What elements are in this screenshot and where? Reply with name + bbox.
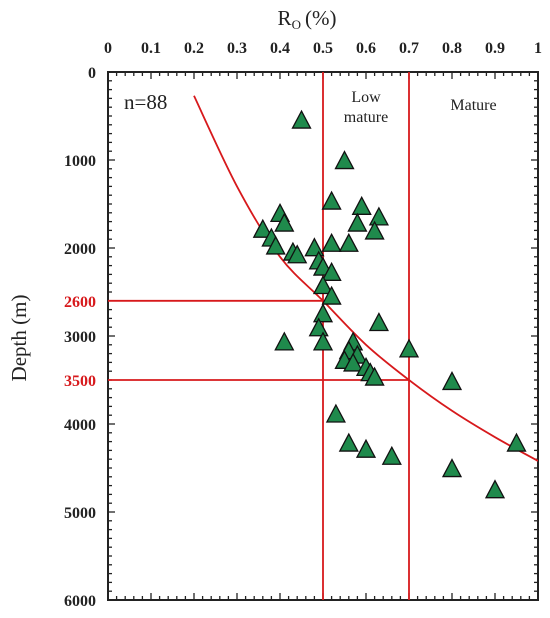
depth-marker-label: 2600 bbox=[64, 294, 96, 311]
x-tick-label: 1 bbox=[534, 40, 542, 57]
x-tick-label: 0 bbox=[104, 40, 112, 57]
data-point-triangle bbox=[338, 232, 359, 252]
x-tick-label: 0.5 bbox=[313, 40, 333, 57]
data-point-triangle bbox=[334, 150, 355, 170]
data-point-triangle bbox=[484, 479, 506, 499]
data-point-triangle bbox=[312, 275, 334, 295]
x-tick-label: 0.3 bbox=[227, 40, 247, 57]
data-point-triangle bbox=[312, 331, 334, 351]
x-tick-label: 0.7 bbox=[399, 40, 419, 57]
trend-curve bbox=[193, 95, 538, 462]
data-point-triangle bbox=[321, 190, 342, 210]
data-point-triangle bbox=[343, 352, 364, 372]
y-axis-title: Depth (m) bbox=[7, 295, 31, 382]
data-point-triangle bbox=[441, 371, 463, 391]
data-point-triangle bbox=[321, 285, 342, 305]
x-tick-label: 0.1 bbox=[141, 40, 161, 57]
data-point-triangle bbox=[364, 366, 385, 386]
data-point-triangle bbox=[368, 312, 389, 332]
sample-count-label: n=88 bbox=[124, 90, 167, 114]
y-tick-label: 5000 bbox=[64, 505, 96, 522]
data-point-triangle bbox=[325, 403, 346, 423]
x-tick-label: 0.8 bbox=[442, 40, 462, 57]
data-point-triangle bbox=[441, 458, 463, 478]
zone-label-low-mature: Low mature bbox=[344, 89, 388, 126]
x-tick-label: 0.9 bbox=[485, 40, 505, 57]
x-tick-label: 0.6 bbox=[356, 40, 376, 57]
zone-label-mature: Mature bbox=[450, 97, 496, 114]
y-tick-label: 6000 bbox=[64, 593, 96, 610]
y-tick-label: 4000 bbox=[64, 417, 96, 434]
data-point-triangle bbox=[291, 109, 312, 129]
data-point-triangle bbox=[274, 331, 295, 351]
data-point-triangle bbox=[355, 438, 377, 458]
data-point-triangle bbox=[338, 432, 359, 452]
data-point-triangle bbox=[364, 220, 385, 240]
data-point-triangle bbox=[368, 206, 389, 226]
x-axis-title-unit: (%) bbox=[305, 6, 336, 30]
data-point-triangle bbox=[321, 261, 342, 281]
y-tick-label: 3000 bbox=[64, 329, 96, 346]
data-point-triangle bbox=[398, 338, 420, 358]
data-point-triangle bbox=[304, 237, 325, 257]
x-axis-title: RO (%) bbox=[278, 6, 337, 32]
depth-marker-label: 3500 bbox=[64, 373, 96, 390]
data-point-triangle bbox=[347, 212, 368, 232]
data-point-triangle bbox=[252, 218, 273, 238]
x-axis-title-main: R bbox=[278, 6, 292, 30]
y-tick-label: 0 bbox=[88, 65, 96, 82]
zone-label-line: Low bbox=[351, 89, 381, 106]
data-point-triangle bbox=[274, 212, 295, 232]
data-point-triangle bbox=[287, 244, 308, 264]
x-axis-title-sub: O bbox=[292, 17, 301, 32]
data-point-triangle bbox=[321, 232, 342, 252]
y-tick-label: 2000 bbox=[64, 241, 96, 258]
x-tick-label: 0.2 bbox=[184, 40, 204, 57]
zone-label-line: mature bbox=[344, 109, 388, 126]
plot-area: 0 0.1 0.2 0.3 0.4 0.5 0.6 0.7 0.8 0.9 1 0 1000 2000 30… bbox=[64, 40, 542, 610]
data-point-triangle bbox=[265, 235, 286, 255]
data-point-triangle bbox=[381, 445, 402, 465]
data-point-triangle bbox=[351, 195, 372, 215]
data-point-triangle bbox=[308, 317, 329, 337]
data-point-triangle bbox=[506, 432, 527, 452]
y-tick-label: 1000 bbox=[64, 153, 96, 170]
x-tick-label: 0.4 bbox=[270, 40, 290, 57]
data-point-triangle bbox=[312, 303, 334, 323]
